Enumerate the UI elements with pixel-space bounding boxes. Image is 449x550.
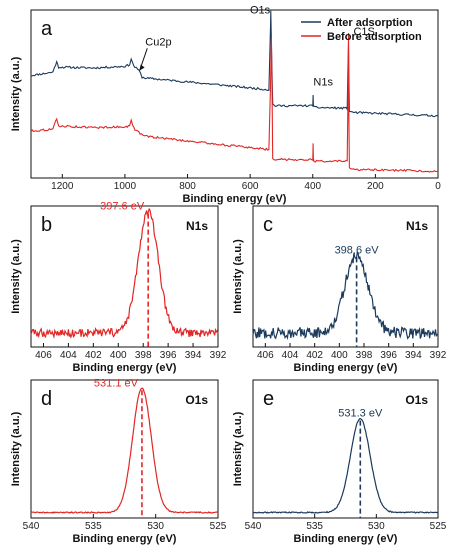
y-axis-label: Intensity (a.u.): [232, 239, 244, 314]
series-line-0: [30, 10, 439, 118]
panel-d: 540 535 530 525 Binding energy (eV) Intensity…: [10, 377, 227, 545]
plot-frame: [252, 379, 439, 519]
peak-name: O1s: [405, 393, 428, 407]
x-tick-label: 0: [435, 181, 441, 192]
peak-annotation-cu2p: Cu2p: [145, 36, 171, 48]
x-tick-label: 540: [245, 521, 262, 532]
x-tick-label: 535: [85, 521, 102, 532]
panel-letter: a: [41, 18, 53, 40]
peak-value-label: 397.6 eV: [100, 201, 145, 213]
panel-letter: c: [263, 214, 273, 236]
x-tick-label: 525: [210, 521, 227, 532]
x-tick-label: 406: [35, 350, 52, 361]
y-axis-label: Intensity (a.u.): [10, 239, 22, 314]
x-tick-label: 402: [306, 350, 323, 361]
peak-value-label: 531.1 eV: [94, 377, 139, 389]
x-tick-label: 392: [210, 350, 227, 361]
plot-frame: [30, 379, 219, 519]
y-axis-label: Intensity (a.u.): [10, 411, 22, 486]
y-axis-label: Intensity (a.u.): [10, 56, 22, 131]
x-tick-label: 525: [430, 521, 447, 532]
plot-frame: [252, 205, 439, 348]
x-tick-label: 800: [179, 181, 196, 192]
x-axis-label: Binding energy (eV): [73, 362, 177, 374]
peak-annotation-o1s: O1s: [250, 4, 271, 16]
x-tick-label: 535: [306, 521, 323, 532]
x-tick-label: 530: [368, 521, 385, 532]
panel-a: 1200 1000 800 600 400 200 0 Binding energy (eV)…: [10, 4, 441, 205]
spectrum-line: [30, 207, 219, 339]
x-tick-label: 400: [304, 181, 321, 192]
peak-annotation-c1s: C1S: [353, 26, 374, 38]
x-tick-label: 530: [147, 521, 164, 532]
panel-letter: b: [41, 214, 52, 236]
x-tick-label: 394: [405, 350, 422, 361]
x-tick-label: 406: [257, 350, 274, 361]
spectrum-line: [30, 387, 219, 514]
peak-annotation-n1s: N1s: [313, 77, 333, 89]
panel-c: 406 404 402 400 398 396 394 392 Binding energy (…: [232, 205, 447, 374]
spectrum-line: [252, 250, 439, 341]
peak-name: N1s: [406, 219, 428, 233]
y-axis-label: Intensity (a.u.): [232, 411, 244, 486]
x-tick-label: 398: [135, 350, 152, 361]
x-tick-label: 404: [60, 350, 77, 361]
panel-e: 540 535 530 525 Binding energy (eV) Intensity…: [232, 379, 447, 545]
peak-value-label: 398.6 eV: [335, 244, 380, 256]
x-tick-label: 392: [430, 350, 447, 361]
panel-b: 406 404 402 400 398 396 394 392 Binding energy (…: [10, 201, 227, 374]
cu2p-arrowhead: [139, 64, 145, 71]
panel-letter: e: [263, 388, 274, 410]
series-line-1: [30, 32, 439, 173]
x-tick-label: 1000: [114, 181, 137, 192]
x-tick-label: 396: [380, 350, 397, 361]
panel-letter: d: [41, 388, 52, 410]
peak-name: N1s: [186, 219, 208, 233]
peak-name: O1s: [185, 393, 208, 407]
x-tick-label: 396: [160, 350, 177, 361]
x-tick-label: 400: [331, 350, 348, 361]
legend-entry-1: Before adsorption: [327, 31, 422, 43]
plot-frame: [30, 9, 439, 179]
x-axis-label: Binding energy (eV): [294, 362, 398, 374]
x-tick-label: 394: [185, 350, 202, 361]
plot-frame: [30, 205, 219, 348]
x-tick-label: 404: [282, 350, 299, 361]
x-tick-label: 398: [356, 350, 373, 361]
legend-entry-0: After adsorption: [327, 17, 413, 29]
spectrum-line: [252, 417, 439, 514]
x-tick-label: 600: [242, 181, 259, 192]
x-axis-label: Binding energy (eV): [183, 193, 287, 205]
x-tick-label: 1200: [51, 181, 74, 192]
peak-value-label: 531.3 eV: [338, 408, 383, 420]
x-tick-label: 200: [367, 181, 384, 192]
x-axis-label: Binding energy (eV): [73, 533, 177, 545]
x-tick-label: 400: [110, 350, 127, 361]
x-tick-label: 402: [85, 350, 102, 361]
x-axis-label: Binding energy (eV): [294, 533, 398, 545]
x-tick-label: 540: [23, 521, 40, 532]
